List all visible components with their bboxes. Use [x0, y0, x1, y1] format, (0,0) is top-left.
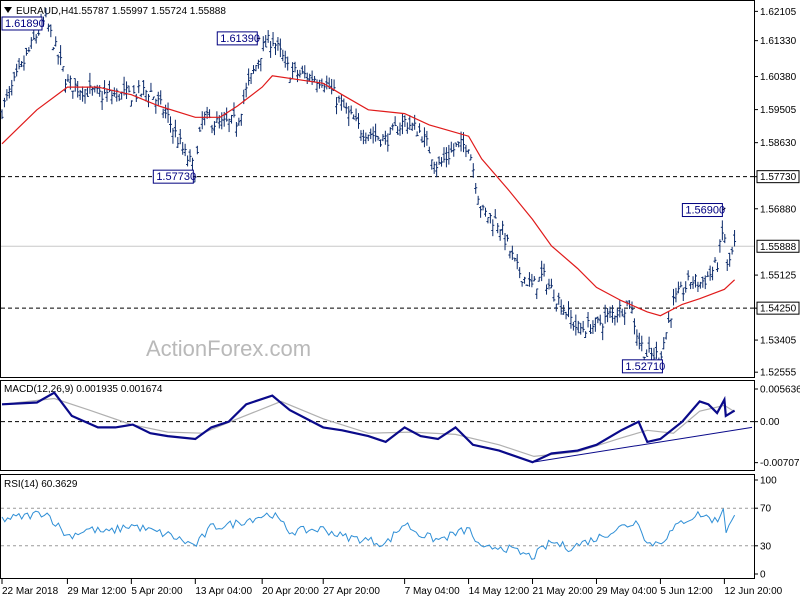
level-price-marker — [756, 170, 800, 184]
rsi-line — [1, 508, 736, 560]
time-tick-label: 27 Apr 20:00 — [323, 586, 380, 597]
rsi-title: RSI(14) 60.3629 — [4, 479, 78, 490]
price-tick-label: 1.52555 — [760, 368, 797, 379]
rsi-tick-label: 0 — [760, 570, 766, 581]
annotation-box — [621, 359, 663, 374]
moving-average-line — [1, 75, 736, 317]
annotation-box — [216, 31, 258, 46]
time-tick-label: 29 Mar 12:00 — [67, 586, 126, 597]
level-price-label: 1.57730 — [760, 172, 797, 183]
chart-ohlc: 1.55787 1.55997 1.55724 1.55888 — [73, 6, 226, 17]
price-tick-label: 1.61330 — [760, 36, 797, 47]
time-tick-label: 5 Jun 12:00 — [660, 586, 713, 597]
rsi-axis: 100 70 30 0 — [754, 476, 777, 581]
time-tick-label: 29 May 04:00 — [596, 586, 657, 597]
price-grid — [1, 176, 754, 309]
price-bars — [0, 7, 737, 370]
rsi-lines — [1, 508, 736, 560]
macd-main-line — [1, 391, 736, 464]
rsi-tick-label: 100 — [760, 476, 777, 487]
time-tick-label: 12 Jun 20:00 — [724, 586, 782, 597]
annotation-label: 1.57730 — [156, 171, 196, 183]
macd-lines — [1, 391, 753, 464]
annotation-label: 1.61390 — [220, 33, 260, 45]
time-tick-label: 14 May 12:00 — [469, 586, 530, 597]
time-tick-label: 21 May 20:00 — [533, 586, 594, 597]
macd-pane-frame — [0, 380, 755, 471]
price-annotations: 1.61890 1.61390 1.57730 1.56900 1.52710 — [1, 16, 726, 374]
current-price-label: 1.55888 — [760, 242, 797, 253]
level-price-label: 1.54250 — [760, 304, 797, 315]
time-tick-label: 5 Apr 20:00 — [131, 586, 183, 597]
price-tick-label: 1.56880 — [760, 204, 797, 215]
macd-axis: 0.005636 0.00 -0.007075 — [754, 385, 800, 469]
time-tick-label: 20 Apr 20:00 — [262, 586, 319, 597]
level-price-marker — [756, 301, 800, 315]
annotation-box — [152, 169, 194, 184]
rsi-tick-label: 70 — [760, 504, 772, 515]
annotation-label: 1.52710 — [625, 361, 665, 373]
macd-tick-label: 0.005636 — [760, 385, 800, 396]
price-axis: 1.62105 1.61330 1.60380 1.59505 1.58630 1.577… — [754, 7, 800, 379]
menu-triangle-icon[interactable] — [4, 7, 12, 13]
rsi-pane-frame — [0, 474, 755, 579]
price-tick-label: 1.53405 — [760, 336, 797, 347]
rsi-grid — [1, 507, 754, 547]
annotation-box — [681, 203, 723, 218]
current-price-marker — [756, 239, 800, 253]
macd-title: MACD(12,26,9) 0.001935 0.001674 — [4, 384, 163, 395]
macd-tick-label: 0.00 — [760, 417, 780, 428]
time-tick-label: 7 May 04:00 — [405, 586, 460, 597]
time-axis: 22 Mar 2018 29 Mar 12:00 5 Apr 20:00 13 Apr… — [1, 579, 783, 597]
price-tick-label: 1.62105 — [760, 7, 797, 18]
annotation-label: 1.61890 — [5, 18, 45, 30]
macd-tick-label: -0.007075 — [760, 458, 800, 469]
price-pane-frame — [0, 0, 755, 378]
price-tick-label: 1.55125 — [760, 271, 797, 282]
rsi-tick-label: 30 — [760, 541, 772, 552]
chart-symbol: EURAUD,H4 — [16, 6, 74, 17]
annotation-label: 1.56900 — [685, 205, 725, 217]
moving-average — [1, 75, 736, 317]
price-tick-label: 1.59505 — [760, 105, 797, 116]
time-tick-label: 22 Mar 2018 — [2, 586, 59, 597]
time-tick-label: 13 Apr 04:00 — [195, 586, 252, 597]
macd-trendline — [532, 426, 753, 463]
price-tick-label: 1.58630 — [760, 138, 797, 149]
watermark: ActionForex.com — [146, 336, 311, 361]
price-tick-label: 1.60380 — [760, 72, 797, 83]
annotation-box — [1, 16, 43, 31]
